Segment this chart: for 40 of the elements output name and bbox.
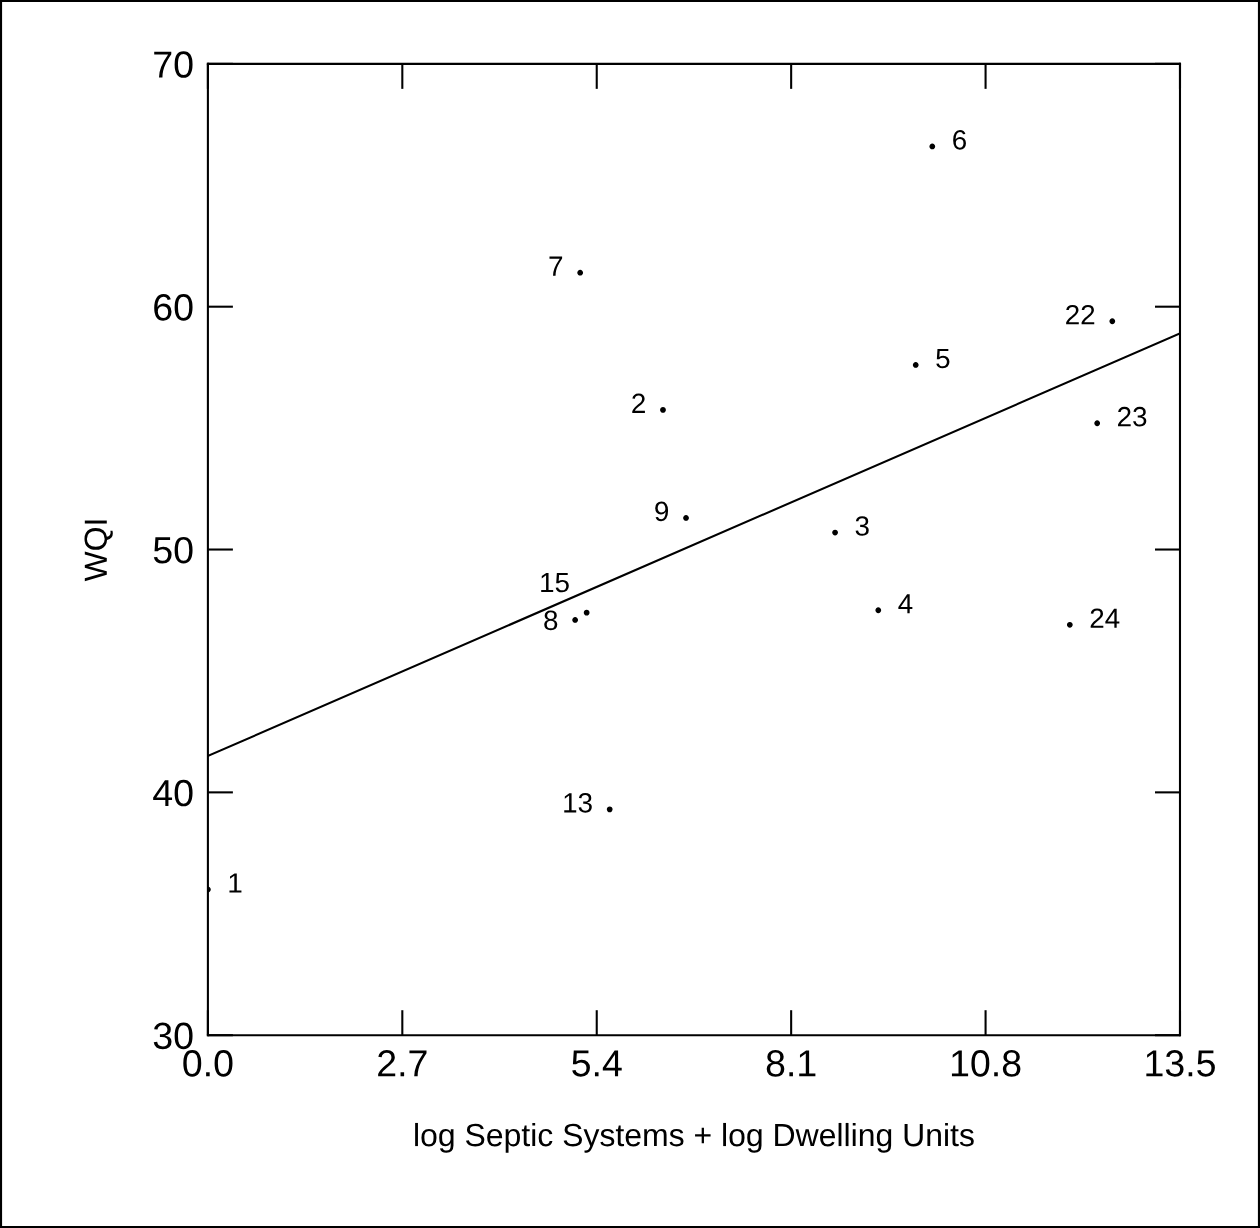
point [660,407,666,413]
annotation: 22 [1066,304,1095,325]
point [683,515,689,521]
annotation: 9 [655,501,669,522]
x-tick-label: 5.4 [572,1050,622,1077]
annotation: 8 [544,610,558,631]
annotation: 24 [1090,608,1120,628]
y-tick-label: 60 [154,294,193,321]
y-tick-label: 30 [153,1022,193,1050]
y-tick-label: 50 [153,536,193,564]
x-tick-label: 0.0 [183,1050,233,1077]
point [912,362,919,368]
annotation: 23 [1118,406,1147,427]
x-tick-label: 8.1 [766,1050,816,1077]
annotation: 7 [549,256,563,276]
x-tick-label: 10.8 [951,1050,1021,1077]
point [929,143,936,150]
y-axis-title: WQI [84,520,113,582]
annotation: 6 [953,130,966,150]
annotation: 4 [898,594,913,614]
annotation: 5 [936,348,950,369]
point [1109,318,1116,325]
annotation: 13 [564,792,592,813]
x-axis-title: log Septic Systems + log Dwelling Units [415,1122,974,1153]
point [1094,420,1101,427]
point [606,806,613,813]
x-tick-label: 2.7 [378,1050,427,1077]
x-tick-label: 13.5 [1146,1050,1215,1077]
annotation: 15 [541,572,569,593]
annotation: 1 [229,873,242,893]
y-tick-label: 70 [154,51,193,78]
annotation: 3 [855,516,869,536]
y-tick-label: 40 [153,779,193,807]
point [583,609,590,616]
point [1066,621,1073,628]
annotation: 2 [632,393,645,413]
point [577,269,584,276]
point [875,607,882,614]
point [832,529,838,536]
point [572,617,579,623]
